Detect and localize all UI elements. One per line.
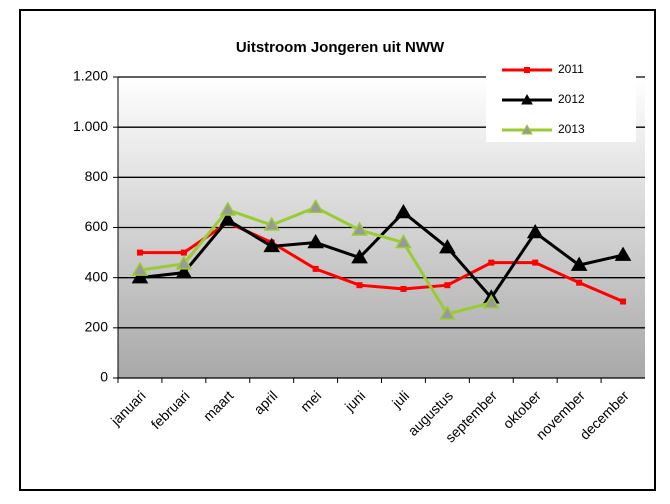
point	[131, 269, 149, 284]
point	[570, 256, 588, 271]
point	[180, 249, 187, 256]
y-tick-label: 600	[85, 218, 109, 234]
y-tick-label: 200	[85, 319, 109, 335]
point	[620, 298, 627, 305]
point	[395, 234, 412, 249]
point	[219, 211, 237, 226]
point	[307, 234, 324, 249]
legend-marker	[521, 93, 533, 105]
point	[444, 282, 451, 289]
point	[614, 246, 632, 261]
point	[263, 216, 281, 231]
point	[576, 279, 583, 286]
point	[307, 198, 324, 214]
point	[351, 221, 368, 236]
y-tick-label: 1.000	[73, 118, 108, 134]
point	[400, 285, 407, 292]
y-tick-label: 400	[85, 268, 109, 284]
point	[482, 294, 500, 309]
point	[439, 239, 456, 254]
point	[312, 265, 319, 272]
point	[175, 255, 193, 270]
point	[136, 249, 143, 256]
point	[488, 259, 495, 266]
legend-label: 2012	[558, 92, 585, 106]
point	[439, 305, 456, 320]
point	[263, 237, 281, 253]
legend-label: 2013	[558, 122, 585, 136]
legend-marker	[521, 123, 533, 135]
point	[395, 203, 412, 219]
point	[131, 261, 149, 276]
y-tick-label: 1.200	[73, 68, 108, 84]
point	[351, 249, 368, 264]
point	[356, 282, 363, 289]
y-tick-label: 800	[85, 168, 109, 184]
point	[175, 264, 193, 279]
legend-marker	[524, 67, 530, 73]
point	[219, 201, 237, 216]
chart-title: Uitstroom Jongeren uit NWW	[236, 39, 445, 56]
legend-label: 2011	[558, 62, 584, 76]
y-tick-label: 0	[100, 369, 108, 385]
point	[532, 259, 539, 266]
point	[526, 224, 544, 239]
